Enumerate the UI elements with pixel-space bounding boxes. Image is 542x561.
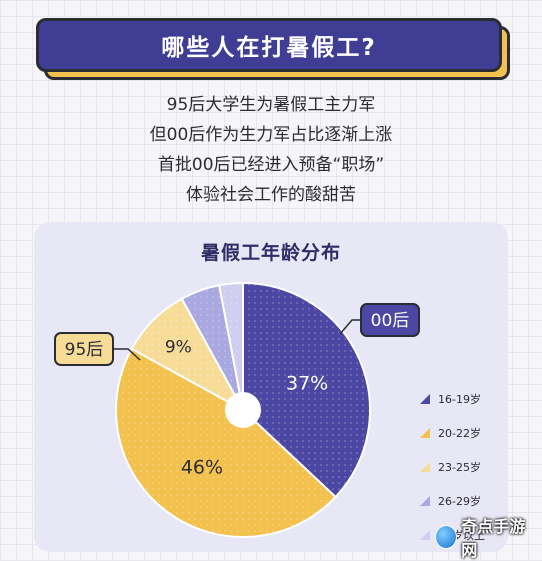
legend-item-3: 23-25岁: [420, 456, 520, 478]
slice-value-label-3: 9%: [165, 337, 192, 357]
chart-legend: 16-19岁 20-22岁 23-25岁 26-29岁 30岁以上: [420, 388, 520, 558]
slice-value-label-1: 37%: [286, 372, 328, 394]
watermark: 奇点手游网: [435, 517, 535, 560]
legend-label: 20-22岁: [438, 427, 481, 440]
legend-swatch-icon: [420, 394, 430, 404]
legend-swatch-icon: [420, 530, 430, 540]
intro-line-4: 体验社会工作的酸甜苦: [186, 185, 356, 205]
legend-item-4: 26-29岁: [420, 490, 520, 512]
pie-slice-texture-4: [181, 285, 243, 410]
pie-slice-texture-1: [243, 283, 370, 497]
callout-box-1: [360, 303, 420, 337]
callout-box-2: [54, 332, 114, 366]
watermark-logo-icon: [435, 525, 458, 549]
legend-swatch-icon: [420, 496, 430, 506]
slice-value-label-2: 46%: [181, 457, 223, 479]
legend-label: 16-19岁: [438, 393, 481, 406]
pie-slice-texture-3: [131, 298, 243, 410]
banner-title: 哪些人在打暑假工?: [36, 18, 502, 72]
callout-label-1: 00后: [371, 311, 410, 331]
legend-swatch-icon: [420, 428, 430, 438]
title-banner: 哪些人在打暑假工?: [36, 18, 510, 80]
pie-center: [225, 392, 261, 428]
legend-swatch-icon: [420, 462, 430, 472]
callout-label-2: 95后: [65, 340, 104, 360]
pie-slice-texture-2: [115, 348, 336, 537]
callout-leader-1: [339, 319, 361, 335]
legend-label: 23-25岁: [438, 461, 481, 474]
intro-line-3: 首批00后已经进入预备“职场”: [157, 155, 385, 175]
intro-line-2: 但00后作为生力军占比逐渐上涨: [149, 125, 393, 145]
chart-title: 暑假工年龄分布: [200, 242, 341, 264]
intro-line-1: 95后大学生为暑假工主力军: [166, 95, 376, 115]
callout-leader-2: [113, 348, 141, 361]
legend-label: 26-29岁: [438, 495, 481, 508]
intro-text: 95后大学生为暑假工主力军 但00后作为生力军占比逐渐上涨 首批00后已经进入预…: [0, 90, 542, 210]
watermark-text: 奇点手游网: [461, 517, 526, 560]
legend-item-1: 16-19岁: [420, 388, 520, 410]
pie-slice-texture-5: [219, 283, 243, 410]
legend-item-2: 20-22岁: [420, 422, 520, 444]
